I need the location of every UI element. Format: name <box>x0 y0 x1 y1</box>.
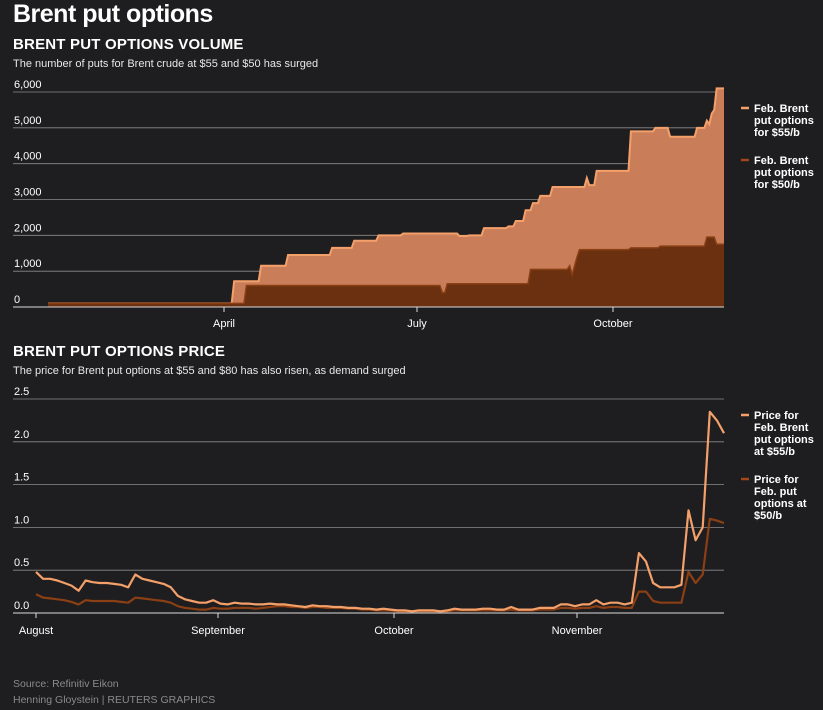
y-tick-label: 4,000 <box>14 151 42 163</box>
series-50-price-line <box>35 517 725 613</box>
series-55-price-line <box>35 410 725 613</box>
legend-label-1: Price for <box>754 410 799 422</box>
price-chart-title: BRENT PUT OPTIONS PRICE <box>13 343 226 360</box>
volume-chart-subtitle: The number of puts for Brent crude at $5… <box>13 58 319 70</box>
x-tick-label: September <box>191 625 245 637</box>
x-tick-label: August <box>19 625 53 637</box>
x-tick-label: April <box>213 318 235 330</box>
legend-label-2: $50/b <box>754 510 782 522</box>
y-tick-label: 0.5 <box>14 557 29 569</box>
y-tick-label: 2.0 <box>14 429 29 441</box>
legend-label-1: at $55/b <box>754 446 795 458</box>
y-tick-label: 1.5 <box>14 472 29 484</box>
price-chart-subtitle: The price for Brent put options at $55 a… <box>13 365 406 377</box>
legend-label-2: options at <box>754 498 807 510</box>
y-tick-label: 0 <box>14 294 20 306</box>
y-tick-label: 0.0 <box>14 600 29 612</box>
legend-label-1: for $55/b <box>754 127 800 139</box>
x-tick-label: October <box>593 318 632 330</box>
volume-chart-title: BRENT PUT OPTIONS VOLUME <box>13 36 244 53</box>
legend-label-1: Feb. Brent <box>754 103 809 115</box>
y-tick-label: 5,000 <box>14 115 42 127</box>
legend-label-2: for $50/b <box>754 179 800 191</box>
series-55-area <box>48 88 724 308</box>
x-tick-label: November <box>552 625 603 637</box>
legend-label-2: Feb. Brent <box>754 155 809 167</box>
legend-label-1: put options <box>754 115 814 127</box>
page-title: Brent put options <box>13 0 213 28</box>
legend-label-2: put options <box>754 167 814 179</box>
source-note: Source: Refinitiv Eikon <box>13 678 119 690</box>
y-tick-label: 6,000 <box>14 79 42 91</box>
legend-label-2: Price for <box>754 474 799 486</box>
legend-label-1: put options <box>754 434 814 446</box>
y-tick-label: 1,000 <box>14 258 42 270</box>
legend-label-2: Feb. put <box>754 486 797 498</box>
y-tick-label: 2.5 <box>14 386 29 398</box>
legend-label-1: Feb. Brent <box>754 422 809 434</box>
series-50-line <box>48 236 724 305</box>
credit-note: Henning Gloystein | REUTERS GRAPHICS <box>13 694 216 706</box>
x-tick-label: October <box>374 625 413 637</box>
series-50-area <box>48 237 724 307</box>
volume-chart: 0 1,000 2,000 3,000 4,000 5,000 6,000 April July… <box>13 79 814 330</box>
y-tick-label: 3,000 <box>14 187 42 199</box>
y-tick-label: 1.0 <box>14 514 29 526</box>
series-55-line <box>48 87 724 305</box>
x-tick-label: July <box>407 318 427 330</box>
price-chart: 0.0 0.5 1.0 1.5 2.0 2.5 August September October… <box>13 386 814 637</box>
y-tick-label: 2,000 <box>14 222 42 234</box>
